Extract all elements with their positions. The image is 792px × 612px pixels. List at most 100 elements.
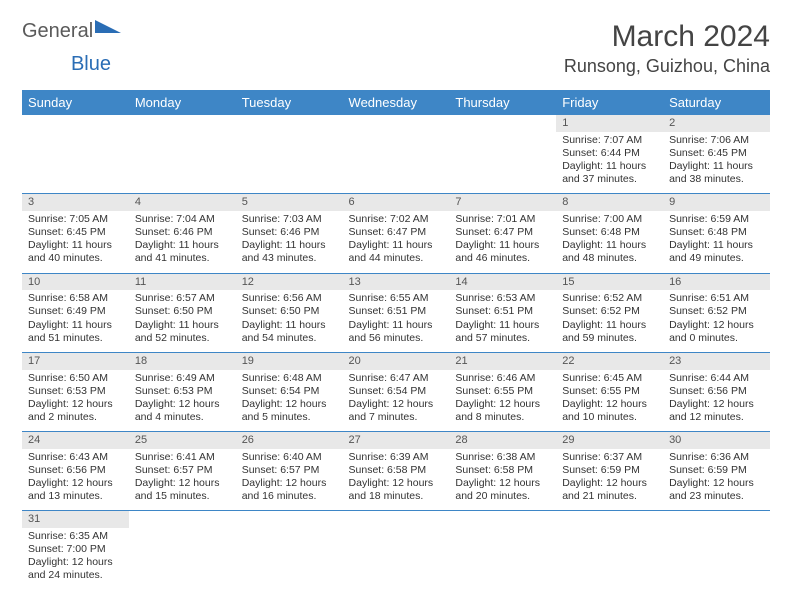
weekday-header: Thursday: [449, 90, 556, 115]
day-line: Sunrise: 6:50 AM: [28, 372, 123, 385]
day-line: Daylight: 12 hours: [562, 477, 657, 490]
day-line: Sunrise: 7:04 AM: [135, 213, 230, 226]
day-line: Daylight: 12 hours: [28, 477, 123, 490]
day-line: Sunrise: 6:53 AM: [455, 292, 550, 305]
day-line: Sunset: 6:56 PM: [28, 464, 123, 477]
day-line: Daylight: 12 hours: [242, 398, 337, 411]
day-number: 19: [236, 352, 343, 369]
day-line: Sunrise: 6:39 AM: [349, 451, 444, 464]
day-number: 17: [22, 352, 129, 369]
day-line: and 41 minutes.: [135, 252, 230, 265]
day-detail: [663, 528, 770, 590]
day-line: Sunset: 6:45 PM: [669, 147, 764, 160]
calendar-table: Sunday Monday Tuesday Wednesday Thursday…: [22, 90, 770, 590]
day-line: Sunset: 6:51 PM: [455, 305, 550, 318]
month-title: March 2024: [564, 20, 770, 54]
day-line: Sunrise: 6:43 AM: [28, 451, 123, 464]
daynum-row: 24252627282930: [22, 432, 770, 449]
day-line: Sunset: 6:58 PM: [455, 464, 550, 477]
day-number: [663, 511, 770, 528]
day-number: 6: [343, 194, 450, 211]
logo: General: [22, 20, 121, 43]
day-line: Sunset: 6:59 PM: [562, 464, 657, 477]
day-line: Sunrise: 7:00 AM: [562, 213, 657, 226]
day-line: Daylight: 11 hours: [562, 239, 657, 252]
day-number: 27: [343, 432, 450, 449]
day-line: Sunset: 6:59 PM: [669, 464, 764, 477]
day-detail: [236, 528, 343, 590]
day-line: and 15 minutes.: [135, 490, 230, 503]
day-detail: Sunrise: 7:02 AMSunset: 6:47 PMDaylight:…: [343, 211, 450, 273]
day-number: 22: [556, 352, 663, 369]
day-line: Daylight: 11 hours: [455, 239, 550, 252]
logo-text-2: Blue: [71, 53, 111, 75]
day-detail: Sunrise: 6:53 AMSunset: 6:51 PMDaylight:…: [449, 290, 556, 352]
day-line: and 40 minutes.: [28, 252, 123, 265]
day-number: [236, 511, 343, 528]
weekday-header: Friday: [556, 90, 663, 115]
day-number: 21: [449, 352, 556, 369]
day-line: Daylight: 12 hours: [562, 398, 657, 411]
day-line: Sunset: 6:45 PM: [28, 226, 123, 239]
day-detail: Sunrise: 7:01 AMSunset: 6:47 PMDaylight:…: [449, 211, 556, 273]
day-line: Daylight: 11 hours: [562, 319, 657, 332]
day-line: Sunrise: 6:36 AM: [669, 451, 764, 464]
day-line: Sunset: 6:54 PM: [242, 385, 337, 398]
day-number: 8: [556, 194, 663, 211]
day-detail: Sunrise: 6:41 AMSunset: 6:57 PMDaylight:…: [129, 449, 236, 511]
day-detail: Sunrise: 7:03 AMSunset: 6:46 PMDaylight:…: [236, 211, 343, 273]
day-line: and 23 minutes.: [669, 490, 764, 503]
day-line: Sunset: 6:48 PM: [562, 226, 657, 239]
detail-row: Sunrise: 6:43 AMSunset: 6:56 PMDaylight:…: [22, 449, 770, 511]
day-number: 20: [343, 352, 450, 369]
day-line: Sunset: 6:54 PM: [349, 385, 444, 398]
day-number: 18: [129, 352, 236, 369]
day-line: Sunrise: 6:45 AM: [562, 372, 657, 385]
day-line: Sunset: 6:49 PM: [28, 305, 123, 318]
day-number: 10: [22, 273, 129, 290]
day-line: Daylight: 11 hours: [349, 319, 444, 332]
day-number: 26: [236, 432, 343, 449]
day-line: and 59 minutes.: [562, 332, 657, 345]
day-line: Daylight: 11 hours: [28, 239, 123, 252]
day-detail: Sunrise: 6:48 AMSunset: 6:54 PMDaylight:…: [236, 370, 343, 432]
day-line: Sunrise: 6:38 AM: [455, 451, 550, 464]
day-line: and 5 minutes.: [242, 411, 337, 424]
day-line: Sunrise: 7:03 AM: [242, 213, 337, 226]
day-line: Sunrise: 6:47 AM: [349, 372, 444, 385]
day-line: Sunrise: 7:02 AM: [349, 213, 444, 226]
day-line: Daylight: 12 hours: [349, 477, 444, 490]
weekday-header: Sunday: [22, 90, 129, 115]
day-line: Daylight: 11 hours: [28, 319, 123, 332]
day-detail: Sunrise: 6:38 AMSunset: 6:58 PMDaylight:…: [449, 449, 556, 511]
day-line: and 0 minutes.: [669, 332, 764, 345]
day-line: and 13 minutes.: [28, 490, 123, 503]
day-line: Sunset: 6:53 PM: [28, 385, 123, 398]
day-line: Sunset: 6:52 PM: [669, 305, 764, 318]
day-detail: Sunrise: 6:52 AMSunset: 6:52 PMDaylight:…: [556, 290, 663, 352]
day-line: Daylight: 12 hours: [28, 556, 123, 569]
day-number: [449, 511, 556, 528]
day-number: 2: [663, 115, 770, 132]
day-line: Sunrise: 6:37 AM: [562, 451, 657, 464]
day-number: 25: [129, 432, 236, 449]
day-detail: Sunrise: 6:49 AMSunset: 6:53 PMDaylight:…: [129, 370, 236, 432]
day-line: Sunset: 6:46 PM: [242, 226, 337, 239]
day-detail: Sunrise: 6:43 AMSunset: 6:56 PMDaylight:…: [22, 449, 129, 511]
day-detail: Sunrise: 6:47 AMSunset: 6:54 PMDaylight:…: [343, 370, 450, 432]
day-detail: [343, 132, 450, 194]
day-line: Sunrise: 6:41 AM: [135, 451, 230, 464]
day-line: Sunrise: 7:07 AM: [562, 134, 657, 147]
day-number: 12: [236, 273, 343, 290]
daynum-row: 12: [22, 115, 770, 132]
detail-row: Sunrise: 6:35 AMSunset: 7:00 PMDaylight:…: [22, 528, 770, 590]
day-line: Sunset: 6:48 PM: [669, 226, 764, 239]
weekday-header: Wednesday: [343, 90, 450, 115]
day-line: Sunset: 6:52 PM: [562, 305, 657, 318]
location: Runsong, Guizhou, China: [564, 56, 770, 77]
day-line: Sunset: 6:46 PM: [135, 226, 230, 239]
day-line: Daylight: 12 hours: [669, 398, 764, 411]
day-line: Daylight: 11 hours: [135, 319, 230, 332]
day-number: [556, 511, 663, 528]
day-line: Sunrise: 6:56 AM: [242, 292, 337, 305]
